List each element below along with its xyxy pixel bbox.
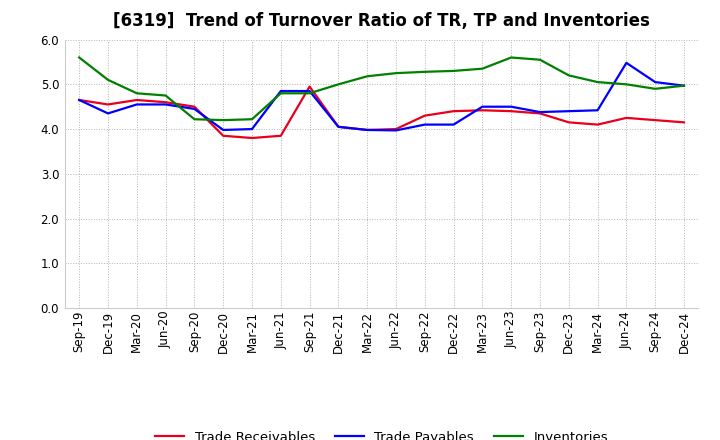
Inventories [190,117,199,122]
Trade Receivables [334,124,343,129]
Inventories [622,82,631,87]
Inventories [132,91,141,96]
Trade Payables [449,122,458,127]
Trade Payables [651,80,660,85]
Trade Payables [334,124,343,129]
Inventories [593,80,602,85]
Inventories [420,69,429,74]
Trade Receivables [161,99,170,105]
Trade Receivables [449,109,458,114]
Trade Payables [132,102,141,107]
Trade Payables [536,110,544,115]
Trade Payables [276,88,285,94]
Trade Payables [680,83,688,88]
Trade Payables [161,102,170,107]
Inventories [161,93,170,98]
Trade Receivables [564,120,573,125]
Trade Receivables [190,104,199,109]
Inventories [305,91,314,96]
Trade Payables [593,108,602,113]
Trade Receivables [305,84,314,89]
Trade Receivables [75,97,84,103]
Inventories [104,77,112,82]
Trade Receivables [536,111,544,116]
Inventories [478,66,487,71]
Inventories [536,57,544,62]
Inventories [363,73,372,79]
Trade Payables [248,126,256,132]
Trade Payables [363,127,372,132]
Trade Payables [622,60,631,66]
Trade Receivables [680,120,688,125]
Trade Payables [305,88,314,94]
Inventories [651,86,660,92]
Line: Trade Receivables: Trade Receivables [79,87,684,138]
Trade Payables [420,122,429,127]
Trade Receivables [478,108,487,113]
Inventories [680,83,688,88]
Trade Receivables [651,117,660,123]
Line: Inventories: Inventories [79,58,684,120]
Trade Payables [478,104,487,109]
Trade Receivables [392,126,400,132]
Inventories [75,55,84,60]
Title: [6319]  Trend of Turnover Ratio of TR, TP and Inventories: [6319] Trend of Turnover Ratio of TR, TP… [113,12,650,30]
Trade Receivables [104,102,112,107]
Trade Receivables [276,133,285,139]
Legend: Trade Receivables, Trade Payables, Inventories: Trade Receivables, Trade Payables, Inven… [150,425,613,440]
Inventories [248,117,256,122]
Trade Payables [75,97,84,103]
Trade Receivables [132,97,141,103]
Trade Receivables [420,113,429,118]
Trade Payables [507,104,516,109]
Trade Payables [219,127,228,132]
Inventories [334,82,343,87]
Inventories [449,68,458,73]
Inventories [564,73,573,78]
Trade Payables [190,106,199,112]
Trade Payables [104,111,112,116]
Trade Receivables [507,109,516,114]
Trade Receivables [248,136,256,141]
Trade Receivables [219,133,228,139]
Trade Receivables [622,115,631,121]
Inventories [276,91,285,96]
Trade Receivables [593,122,602,127]
Trade Payables [564,109,573,114]
Inventories [392,70,400,76]
Inventories [507,55,516,60]
Trade Receivables [363,127,372,132]
Inventories [219,117,228,123]
Line: Trade Payables: Trade Payables [79,63,684,130]
Trade Payables [392,128,400,133]
